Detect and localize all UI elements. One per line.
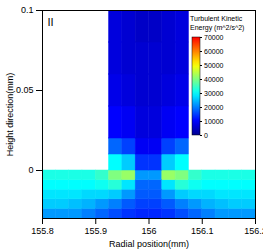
svg-text:30000: 30000 bbox=[204, 90, 224, 97]
svg-text:0.05: 0.05 bbox=[16, 85, 34, 95]
svg-text:20000: 20000 bbox=[204, 104, 224, 111]
svg-text:70000: 70000 bbox=[204, 34, 224, 41]
svg-text:155.8: 155.8 bbox=[31, 226, 54, 236]
svg-text:156.1: 156.1 bbox=[191, 226, 214, 236]
svg-text:Energy (m^2/s^2): Energy (m^2/s^2) bbox=[190, 24, 244, 32]
svg-text:50000: 50000 bbox=[204, 62, 224, 69]
svg-text:60000: 60000 bbox=[204, 48, 224, 55]
svg-text:0.1: 0.1 bbox=[21, 5, 34, 15]
svg-text:0: 0 bbox=[28, 165, 33, 175]
svg-text:Radial position(mm): Radial position(mm) bbox=[109, 239, 189, 249]
svg-text:Height direction(mm): Height direction(mm) bbox=[5, 73, 15, 157]
svg-text:156: 156 bbox=[141, 226, 156, 236]
svg-text:10000: 10000 bbox=[204, 118, 224, 125]
svg-text:II: II bbox=[48, 16, 54, 28]
svg-text:40000: 40000 bbox=[204, 76, 224, 83]
svg-text:156.2: 156.2 bbox=[244, 226, 263, 236]
svg-text:0: 0 bbox=[204, 132, 208, 139]
svg-text:155.9: 155.9 bbox=[84, 226, 107, 236]
svg-text:Turbulent Kinetic: Turbulent Kinetic bbox=[190, 15, 243, 22]
